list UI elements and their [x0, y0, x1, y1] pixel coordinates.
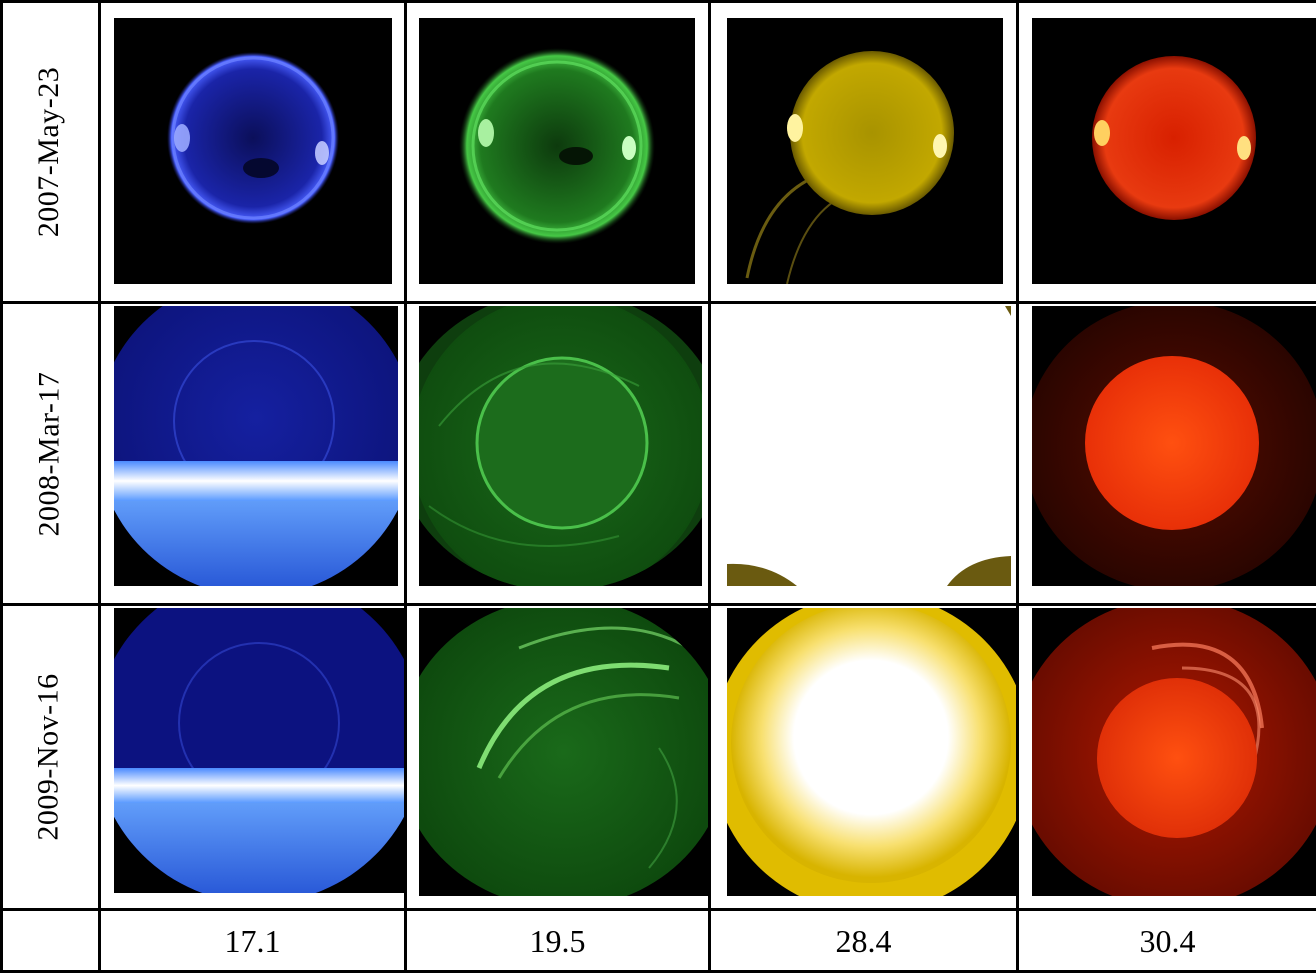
col-label-3: 28.4 — [835, 922, 892, 959]
solar-image-2008-195 — [419, 306, 702, 586]
row-label-2: 2008-Mar-17 — [0, 304, 98, 603]
grid-line-label-col — [98, 0, 101, 973]
row-label-1: 2007-May-23 — [0, 3, 98, 301]
grid-line-col2 — [708, 0, 711, 973]
solar-image-2009-284 — [727, 608, 1016, 896]
row-date: 2008-Mar-17 — [32, 371, 65, 536]
solar-image-2007-171 — [114, 18, 392, 284]
grid-line-bottom — [0, 970, 1316, 973]
grid-line-row1 — [0, 301, 1316, 304]
grid-line-top — [0, 0, 1316, 3]
grid-line-row3 — [0, 908, 1316, 911]
solar-image-2009-195 — [419, 608, 708, 896]
solar-image-2008-304 — [1032, 306, 1316, 586]
row-date: 2007-May-23 — [32, 66, 66, 238]
row-label-3: 2009-Nov-16 — [0, 606, 98, 908]
solar-image-2008-284 — [727, 306, 1011, 586]
grid-line-row2 — [0, 603, 1316, 606]
grid-line-col1 — [404, 0, 407, 973]
solar-image-2009-171 — [114, 608, 404, 893]
col-label-4: 30.4 — [1139, 922, 1196, 959]
solar-image-2007-195 — [419, 18, 695, 284]
solar-image-2009-304 — [1032, 608, 1316, 896]
col-label-1: 17.1 — [224, 922, 281, 959]
solar-image-2008-171 — [114, 306, 398, 586]
col-label-2: 19.5 — [529, 922, 586, 959]
solar-image-2007-284 — [727, 18, 1003, 284]
grid-line-col3 — [1016, 0, 1019, 973]
row-date: 2009-Nov-16 — [32, 673, 65, 841]
solar-image-2007-304 — [1032, 18, 1316, 284]
grid-line-left — [0, 0, 3, 973]
